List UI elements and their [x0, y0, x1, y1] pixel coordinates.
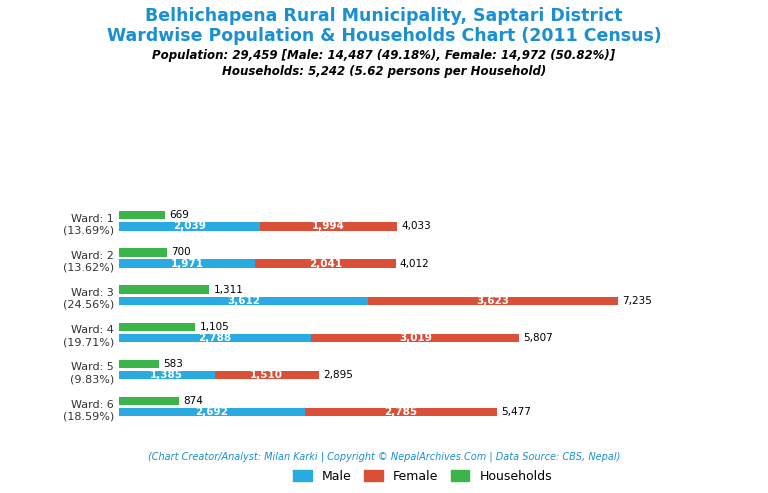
Text: 2,041: 2,041	[309, 258, 342, 269]
Text: 1,971: 1,971	[170, 258, 204, 269]
Text: 2,692: 2,692	[195, 407, 228, 417]
Bar	[119, 285, 210, 294]
Text: 2,039: 2,039	[173, 221, 206, 232]
Text: Belhichapena Rural Municipality, Saptari District: Belhichapena Rural Municipality, Saptari…	[145, 7, 623, 26]
Text: 700: 700	[171, 247, 191, 257]
Text: 874: 874	[184, 396, 204, 406]
Bar	[119, 397, 179, 405]
Text: 4,033: 4,033	[401, 221, 431, 232]
Text: 7,235: 7,235	[622, 296, 652, 306]
Text: 2,788: 2,788	[199, 333, 232, 343]
Bar	[214, 371, 319, 379]
Bar	[119, 259, 255, 268]
Bar	[119, 322, 195, 331]
Bar	[119, 359, 159, 368]
Text: 1,105: 1,105	[200, 321, 229, 332]
Text: 1,385: 1,385	[151, 370, 184, 380]
Text: 2,895: 2,895	[323, 370, 353, 380]
Text: Households: 5,242 (5.62 persons per Household): Households: 5,242 (5.62 persons per Hous…	[222, 65, 546, 78]
Text: 1,311: 1,311	[214, 284, 243, 294]
Bar	[119, 408, 305, 416]
Bar	[119, 222, 260, 231]
Text: 2,785: 2,785	[384, 407, 417, 417]
Text: 5,807: 5,807	[524, 333, 553, 343]
Text: 669: 669	[169, 211, 189, 220]
Bar	[305, 408, 497, 416]
Text: Wardwise Population & Households Chart (2011 Census): Wardwise Population & Households Chart (…	[107, 27, 661, 45]
Text: 1,510: 1,510	[250, 370, 283, 380]
Bar	[119, 297, 368, 305]
Bar	[311, 334, 519, 342]
Text: 3,612: 3,612	[227, 296, 260, 306]
Bar	[260, 222, 397, 231]
Bar	[119, 334, 311, 342]
Bar	[368, 297, 618, 305]
Text: Population: 29,459 [Male: 14,487 (49.18%), Female: 14,972 (50.82%)]: Population: 29,459 [Male: 14,487 (49.18%…	[152, 49, 616, 62]
Text: 5,477: 5,477	[501, 407, 531, 417]
Text: 4,012: 4,012	[400, 258, 429, 269]
Text: 1,994: 1,994	[312, 221, 345, 232]
Legend: Male, Female, Households: Male, Female, Households	[288, 464, 557, 488]
Text: (Chart Creator/Analyst: Milan Karki | Copyright © NepalArchives.Com | Data Sourc: (Chart Creator/Analyst: Milan Karki | Co…	[147, 451, 621, 461]
Bar	[119, 371, 214, 379]
Text: 3,019: 3,019	[399, 333, 432, 343]
Text: 3,623: 3,623	[476, 296, 509, 306]
Text: 583: 583	[164, 359, 184, 369]
Bar	[255, 259, 396, 268]
Bar	[119, 211, 165, 219]
Bar	[119, 248, 167, 256]
